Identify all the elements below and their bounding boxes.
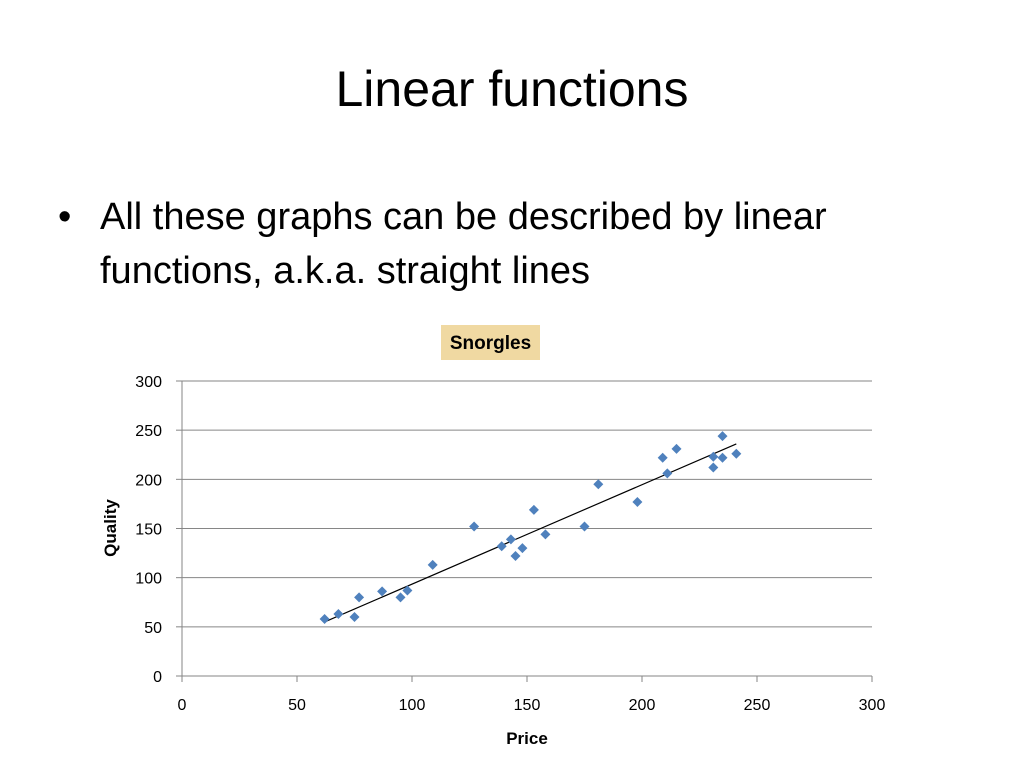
data-point [510,551,521,562]
data-point [632,496,643,507]
x-tick-label: 50 [288,697,306,714]
data-point [349,612,360,622]
bullet-symbol: • [58,196,72,238]
data-point [708,451,719,462]
gridlines [182,380,872,628]
data-point [717,452,728,463]
chart-title: Snorgles [450,333,531,354]
slide-title: Linear functions [335,61,689,117]
data-point [717,431,728,442]
bullet-item: • All these graphs can be described by l… [58,190,958,298]
data-point [354,592,365,603]
y-tick-label: 150 [135,522,162,539]
trendline-group [324,443,737,623]
data-point [657,452,668,463]
data-point [731,448,742,459]
x-tick-label: 0 [178,697,187,714]
x-tick-label: 250 [744,697,771,714]
data-point [579,521,590,532]
data-point [517,543,528,554]
x-tick-label: 150 [514,697,541,714]
data-point [333,609,344,620]
data-point [593,479,604,490]
y-tick-label: 50 [144,620,162,637]
data-point [671,443,682,454]
data-point [662,468,673,479]
y-tick-label: 200 [135,472,162,489]
data-point [469,521,480,532]
data-point [496,541,507,552]
data-point [528,504,539,515]
data-point [540,529,551,540]
y-tick-labels: 0 50 100 150 200 250 300 [135,374,162,686]
data-point [395,592,406,603]
trendline [324,443,737,623]
x-tick-label: 300 [859,697,886,714]
data-point [505,534,516,545]
axes [176,380,873,682]
x-tick-label: 200 [629,697,656,714]
y-tick-label: 250 [135,423,162,440]
data-point [708,462,719,473]
x-tick-labels: 0 50 100 150 200 250 300 [178,697,886,714]
data-point [427,559,438,570]
scatter-chart: Snorgles 0 50 100 150 200 250 300 0 50 100 150 200… [101,325,886,748]
data-point [402,585,413,596]
y-tick-label: 0 [153,669,162,686]
data-point [319,613,330,624]
data-points [319,431,742,624]
x-axis-title: Price [506,729,548,748]
y-tick-label: 300 [135,374,162,391]
y-tick-label: 100 [135,571,162,588]
data-point [377,586,388,597]
x-tick-label: 100 [399,697,426,714]
bullet-text: All these graphs can be described by lin… [100,196,827,292]
y-axis-title: Quality [101,499,120,557]
chart-title-background [441,325,540,360]
